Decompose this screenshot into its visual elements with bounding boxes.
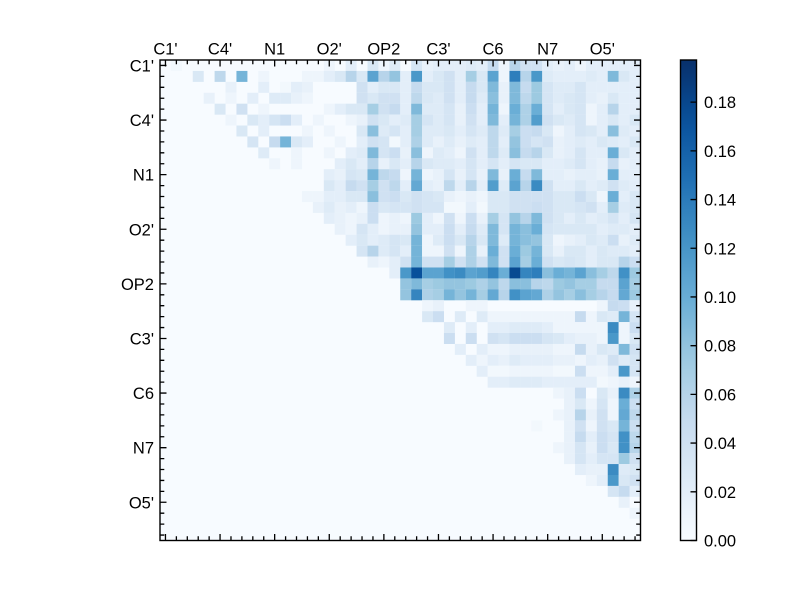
svg-text:C4': C4' (130, 112, 154, 130)
svg-text:0.16: 0.16 (704, 143, 736, 161)
svg-text:0.18: 0.18 (704, 94, 736, 112)
svg-text:0.00: 0.00 (704, 533, 736, 551)
svg-text:C3': C3' (426, 40, 450, 58)
svg-text:O5': O5' (129, 494, 154, 512)
svg-text:0.14: 0.14 (704, 192, 736, 210)
svg-text:0.04: 0.04 (704, 435, 736, 453)
svg-text:C3': C3' (130, 330, 154, 348)
svg-text:N1: N1 (133, 167, 154, 185)
svg-text:N7: N7 (537, 40, 558, 58)
svg-text:N1: N1 (264, 40, 285, 58)
svg-text:N7: N7 (133, 440, 154, 458)
svg-text:O2': O2' (129, 221, 154, 239)
svg-text:O5': O5' (590, 40, 615, 58)
svg-text:0.08: 0.08 (704, 338, 736, 356)
svg-text:0.02: 0.02 (704, 484, 736, 502)
svg-text:0.06: 0.06 (704, 386, 736, 404)
svg-text:C6: C6 (483, 40, 504, 58)
svg-text:C6: C6 (133, 385, 154, 403)
svg-text:C1': C1' (153, 40, 177, 58)
svg-text:0.10: 0.10 (704, 289, 736, 307)
svg-text:O2': O2' (317, 40, 342, 58)
svg-text:C1': C1' (130, 57, 154, 75)
svg-text:0.12: 0.12 (704, 240, 736, 258)
svg-text:C4': C4' (208, 40, 232, 58)
svg-text:OP2: OP2 (367, 40, 400, 58)
svg-text:OP2: OP2 (121, 276, 154, 294)
